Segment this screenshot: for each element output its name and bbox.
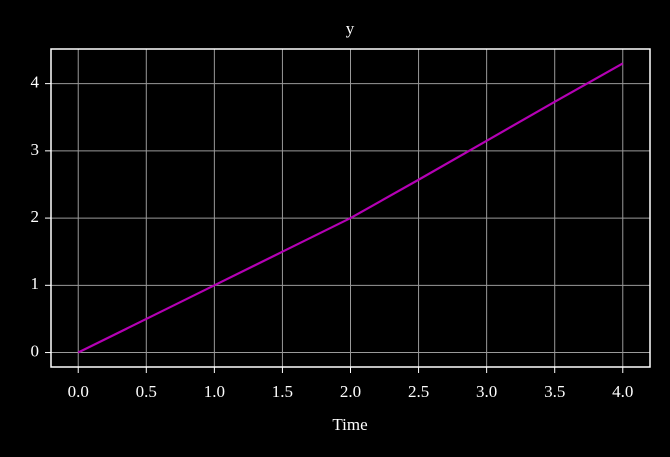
y-tick-label: 2 bbox=[31, 207, 40, 226]
y-tick-label: 0 bbox=[31, 341, 40, 360]
x-axis-label: Time bbox=[332, 415, 367, 434]
x-tick-label: 3.5 bbox=[544, 382, 565, 401]
x-tick-label: 0.5 bbox=[136, 382, 157, 401]
data-line bbox=[77, 62, 624, 354]
x-tick-label: 4.0 bbox=[612, 382, 633, 401]
chart-title: y bbox=[346, 19, 355, 38]
x-tick-label: 1.5 bbox=[272, 382, 293, 401]
y-tick-label: 3 bbox=[31, 140, 40, 159]
x-tick-label: 2.5 bbox=[408, 382, 429, 401]
x-tick-label: 2.0 bbox=[340, 382, 361, 401]
x-tick-label: 3.0 bbox=[476, 382, 497, 401]
x-tick-label: 1.0 bbox=[204, 382, 225, 401]
x-tick-label: 0.0 bbox=[68, 382, 89, 401]
plot-frame bbox=[50, 48, 651, 368]
y-tick-label: 4 bbox=[31, 73, 40, 92]
y-tick-label: 1 bbox=[31, 274, 40, 293]
